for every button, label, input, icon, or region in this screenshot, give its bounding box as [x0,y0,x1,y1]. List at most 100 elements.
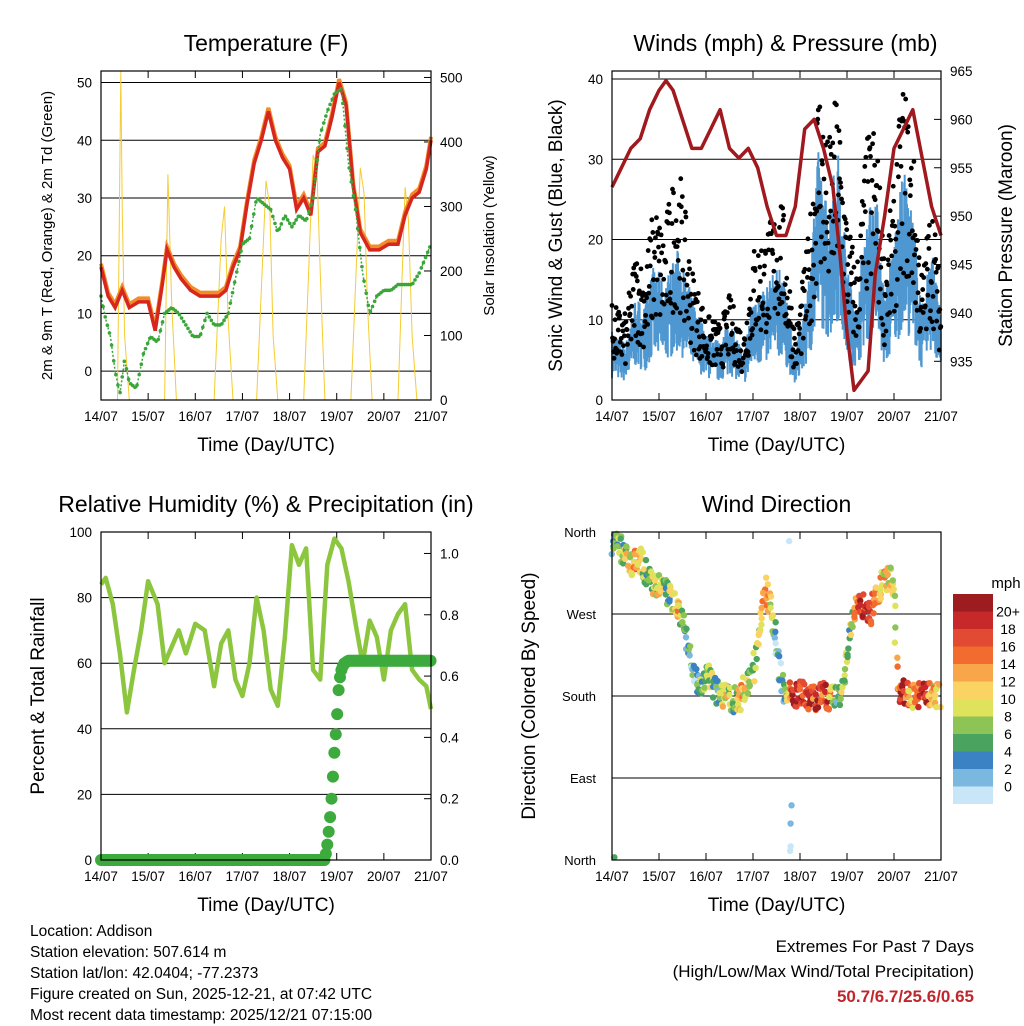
dewpoint-point [114,372,118,377]
gust-point [925,292,931,298]
gust-point [864,286,870,291]
x-tick-label: 20/07 [367,409,401,424]
x-tick-label: 14/07 [595,869,629,884]
direction-point [682,634,690,641]
gust-point [887,208,893,214]
dewpoint-point [360,264,364,269]
gust-point [833,102,839,108]
gust-point [880,322,886,327]
legend-swatch [953,594,993,612]
gust-point [837,139,843,145]
gust-point [637,342,643,348]
y-tick-label: 60 [77,656,92,671]
gust-point [837,176,842,182]
gust-point [828,208,834,214]
latlon-text: Station lat/lon: 42.0404; -77.2373 [30,965,259,982]
direction-point [788,802,795,809]
gust-point [688,340,693,346]
y2-tick-label: 0.0 [440,853,459,868]
direction-point [628,571,636,579]
y-axis-label: Percent & Total Rainfall [28,597,49,794]
gust-point [717,325,723,331]
direction-point [764,581,772,588]
extremes-box: Extremes For Past 7 Days (High/Low/Max W… [673,934,974,1009]
gust-point [751,288,757,294]
gust-point [622,311,628,317]
gust-point [853,317,858,323]
dewpoint-point [292,221,296,226]
gust-point [863,154,869,160]
dewpoint-point [415,274,419,279]
chart-title: Wind Direction [702,491,852,517]
dewpoint-point [141,352,146,356]
gust-point [725,351,731,357]
gust-point [685,271,690,277]
gust-point [653,235,658,241]
y2-tick-label: 1.0 [440,546,459,561]
gust-point [633,273,639,279]
dewpoint-point [307,210,311,214]
precip-point [331,708,344,721]
dewpoint-point [317,139,322,143]
extremes-title: Extremes For Past 7 Days [775,937,974,956]
gust-point [647,263,653,269]
y2-tick-label: 500 [440,70,463,85]
dewpoint-point [321,121,326,125]
gust-point [814,208,820,214]
gust-point [805,236,811,242]
gust-point [706,314,712,320]
y-tick-label: 40 [588,72,603,87]
gust-point [802,266,808,272]
dewpoint-point [181,319,186,324]
gust-point [738,348,744,354]
gust-point [663,292,669,298]
gust-point [666,210,672,216]
dewpoint-point [355,226,360,231]
precip-point [322,825,335,838]
y2-tick-label: 0.6 [440,669,459,684]
gust-point [799,279,805,285]
gust-point [935,264,941,269]
gust-point [809,318,814,324]
x-tick-label: 18/07 [783,409,817,424]
direction-point [666,598,673,605]
gust-point [739,369,745,375]
direction-point [689,671,696,679]
gust-point [734,348,739,353]
gust-point [875,158,881,164]
direction-point [680,612,688,619]
gust-point [852,303,858,309]
gust-point [920,287,926,292]
gust-point [649,217,655,223]
gust-point [661,301,667,307]
dewpoint-point [313,177,318,181]
x-axis-label: Time (Day/UTC) [708,895,846,916]
gust-point [881,332,886,338]
gust-point [775,311,781,317]
gust-point [918,304,924,310]
x-tick-label: 15/07 [131,869,165,884]
gust-point [877,185,883,191]
gust-point [771,268,777,274]
gust-point [757,264,763,270]
y-tick-label: 10 [77,306,92,321]
gust-point [724,324,730,330]
gust-point [646,290,652,296]
x-tick-label: 15/07 [642,409,676,424]
gust-point [763,329,769,335]
gust-point [649,315,655,321]
gust-point [761,312,766,318]
gust-point [842,216,848,222]
direction-point [805,706,812,713]
y-tick-label: 50 [77,76,92,91]
gust-point [776,296,782,302]
dewpoint-point [249,224,254,229]
gust-point [870,231,876,237]
gust-point [843,220,849,226]
dewpoint-point [188,330,192,334]
y-tick-label: North [564,853,596,868]
dewpoint-point [271,214,275,219]
gust-point [830,140,836,146]
gust-point [926,233,931,239]
